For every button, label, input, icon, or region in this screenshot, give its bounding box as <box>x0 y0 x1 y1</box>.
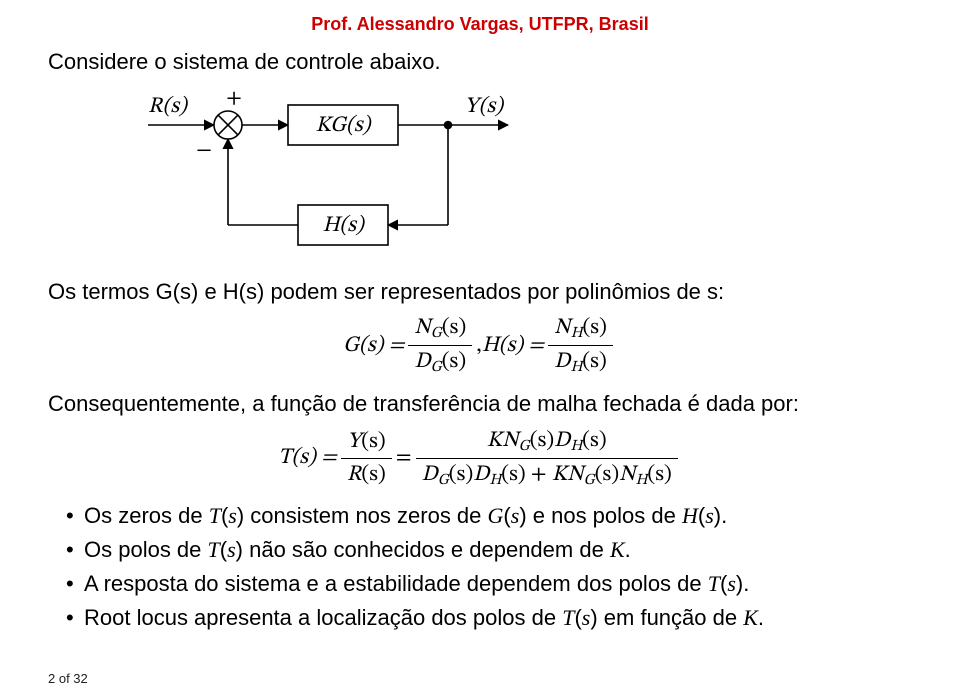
intro-text: Considere o sistema de controle abaixo. <box>48 47 912 77</box>
page-number: 2 of 32 <box>48 671 88 686</box>
slide-header: Prof. Alessandro Vargas, UTFPR, Brasil <box>48 14 912 35</box>
equation-closed-loop: T(s) = Y(s)R(s) = KNG(s)DH(s)DG(s)DH(s) … <box>48 427 912 490</box>
slide: Prof. Alessandro Vargas, UTFPR, Brasil C… <box>0 0 960 700</box>
svg-text:+: + <box>226 88 242 110</box>
paragraph-2: Consequentemente, a função de transferên… <box>48 389 912 419</box>
equation-gh-definitions: G(s) = NG(s)DG(s), H(s) = NH(s)DH(s) <box>48 314 912 377</box>
svg-text:H(s): H(s) <box>322 214 366 237</box>
svg-text:−: − <box>196 140 212 162</box>
paragraph-1: Os termos G(s) e H(s) podem ser represen… <box>48 277 912 307</box>
svg-text:R(s): R(s) <box>148 95 189 118</box>
bullet-item: Os polos de T(s) não são conhecidos e de… <box>66 535 912 565</box>
svg-text:Y(s): Y(s) <box>464 95 505 118</box>
block-diagram-wrap: KG(s) H(s) R(s) + − Y(s) <box>48 77 960 267</box>
bullet-item: Os zeros de T(s) consistem nos zeros de … <box>66 501 912 531</box>
block-diagram: KG(s) H(s) R(s) + − Y(s) <box>108 77 548 267</box>
svg-text:KG(s): KG(s) <box>316 114 373 137</box>
bullet-list: Os zeros de T(s) consistem nos zeros de … <box>48 501 912 632</box>
bullet-item: A resposta do sistema e a estabilidade d… <box>66 569 912 599</box>
bullet-item: Root locus apresenta a localização dos p… <box>66 603 912 633</box>
